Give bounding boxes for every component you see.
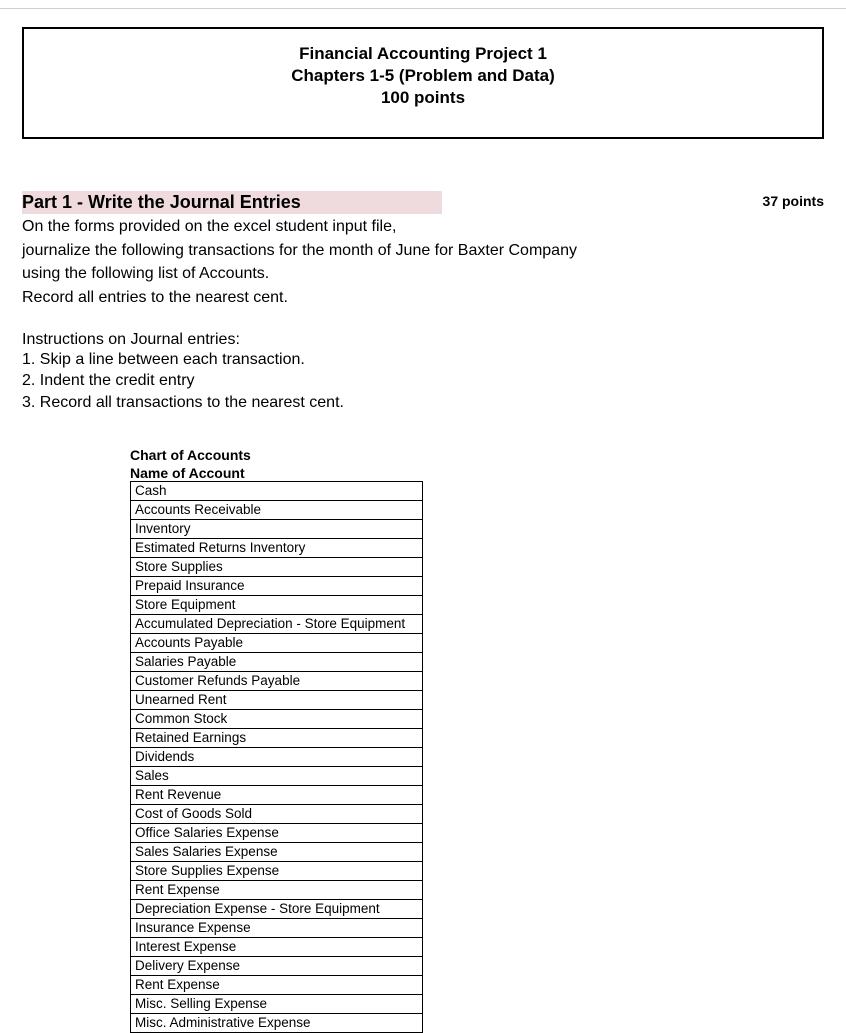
account-name-cell: Retained Earnings xyxy=(131,729,423,748)
header-box: Financial Accounting Project 1 Chapters … xyxy=(22,27,824,139)
account-name-cell: Unearned Rent xyxy=(131,691,423,710)
account-name-cell: Cash xyxy=(131,482,423,501)
table-row: Misc. Administrative Expense xyxy=(131,1014,423,1033)
account-name-cell: Misc. Selling Expense xyxy=(131,995,423,1014)
account-name-cell: Estimated Returns Inventory xyxy=(131,539,423,558)
table-row: Sales xyxy=(131,767,423,786)
table-row: Unearned Rent xyxy=(131,691,423,710)
table-row: Accumulated Depreciation - Store Equipme… xyxy=(131,615,423,634)
part-header-row: Part 1 - Write the Journal Entries 37 po… xyxy=(22,191,824,214)
intro-line-3: using the following list of Accounts. xyxy=(22,263,824,285)
table-row: Insurance Expense xyxy=(131,919,423,938)
chart-title: Chart of Accounts xyxy=(130,447,824,463)
table-row: Store Supplies xyxy=(131,558,423,577)
account-name-cell: Insurance Expense xyxy=(131,919,423,938)
table-row: Accounts Payable xyxy=(131,634,423,653)
content-area: Part 1 - Write the Journal Entries 37 po… xyxy=(22,191,824,1033)
account-name-cell: Accounts Payable xyxy=(131,634,423,653)
header-title-1: Financial Accounting Project 1 xyxy=(24,43,822,65)
chart-of-accounts-section: Chart of Accounts Name of Account CashAc… xyxy=(130,447,824,1033)
account-name-cell: Accounts Receivable xyxy=(131,501,423,520)
intro-line-2: journalize the following transactions fo… xyxy=(22,240,824,262)
header-title-2: Chapters 1-5 (Problem and Data) xyxy=(24,65,822,87)
account-name-cell: Depreciation Expense - Store Equipment xyxy=(131,900,423,919)
account-name-cell: Store Supplies xyxy=(131,558,423,577)
account-name-cell: Rent Expense xyxy=(131,881,423,900)
account-name-cell: Store Equipment xyxy=(131,596,423,615)
top-divider xyxy=(0,8,846,9)
table-row: Store Equipment xyxy=(131,596,423,615)
account-name-cell: Inventory xyxy=(131,520,423,539)
table-row: Store Supplies Expense xyxy=(131,862,423,881)
table-row: Rent Expense xyxy=(131,976,423,995)
chart-column-header: Name of Account xyxy=(130,465,824,481)
account-name-cell: Office Salaries Expense xyxy=(131,824,423,843)
intro-line-1: On the forms provided on the excel stude… xyxy=(22,216,824,238)
account-name-cell: Common Stock xyxy=(131,710,423,729)
account-name-cell: Salaries Payable xyxy=(131,653,423,672)
table-row: Estimated Returns Inventory xyxy=(131,539,423,558)
table-row: Depreciation Expense - Store Equipment xyxy=(131,900,423,919)
table-row: Cost of Goods Sold xyxy=(131,805,423,824)
account-name-cell: Delivery Expense xyxy=(131,957,423,976)
table-row: Rent Revenue xyxy=(131,786,423,805)
table-row: Customer Refunds Payable xyxy=(131,672,423,691)
account-name-cell: Interest Expense xyxy=(131,938,423,957)
account-name-cell: Rent Expense xyxy=(131,976,423,995)
account-name-cell: Cost of Goods Sold xyxy=(131,805,423,824)
instruction-3: 3. Record all transactions to the neares… xyxy=(22,392,824,414)
table-row: Accounts Receivable xyxy=(131,501,423,520)
table-row: Cash xyxy=(131,482,423,501)
table-row: Inventory xyxy=(131,520,423,539)
table-row: Common Stock xyxy=(131,710,423,729)
account-name-cell: Accumulated Depreciation - Store Equipme… xyxy=(131,615,423,634)
table-row: Sales Salaries Expense xyxy=(131,843,423,862)
instruction-2: 2. Indent the credit entry xyxy=(22,370,824,392)
account-name-cell: Sales xyxy=(131,767,423,786)
table-row: Salaries Payable xyxy=(131,653,423,672)
part-title: Part 1 - Write the Journal Entries xyxy=(22,191,442,214)
account-name-cell: Dividends xyxy=(131,748,423,767)
account-name-cell: Misc. Administrative Expense xyxy=(131,1014,423,1033)
table-row: Dividends xyxy=(131,748,423,767)
account-name-cell: Prepaid Insurance xyxy=(131,577,423,596)
table-row: Rent Expense xyxy=(131,881,423,900)
account-name-cell: Customer Refunds Payable xyxy=(131,672,423,691)
intro-line-4: Record all entries to the nearest cent. xyxy=(22,287,824,309)
account-name-cell: Sales Salaries Expense xyxy=(131,843,423,862)
table-row: Prepaid Insurance xyxy=(131,577,423,596)
part-points: 37 points xyxy=(763,193,824,209)
accounts-table: CashAccounts ReceivableInventoryEstimate… xyxy=(130,481,423,1033)
table-row: Interest Expense xyxy=(131,938,423,957)
table-row: Delivery Expense xyxy=(131,957,423,976)
table-row: Retained Earnings xyxy=(131,729,423,748)
table-row: Office Salaries Expense xyxy=(131,824,423,843)
table-row: Misc. Selling Expense xyxy=(131,995,423,1014)
instruction-1: 1. Skip a line between each transaction. xyxy=(22,349,824,371)
instructions-heading: Instructions on Journal entries: xyxy=(22,331,824,349)
account-name-cell: Store Supplies Expense xyxy=(131,862,423,881)
account-name-cell: Rent Revenue xyxy=(131,786,423,805)
header-title-3: 100 points xyxy=(24,87,822,109)
